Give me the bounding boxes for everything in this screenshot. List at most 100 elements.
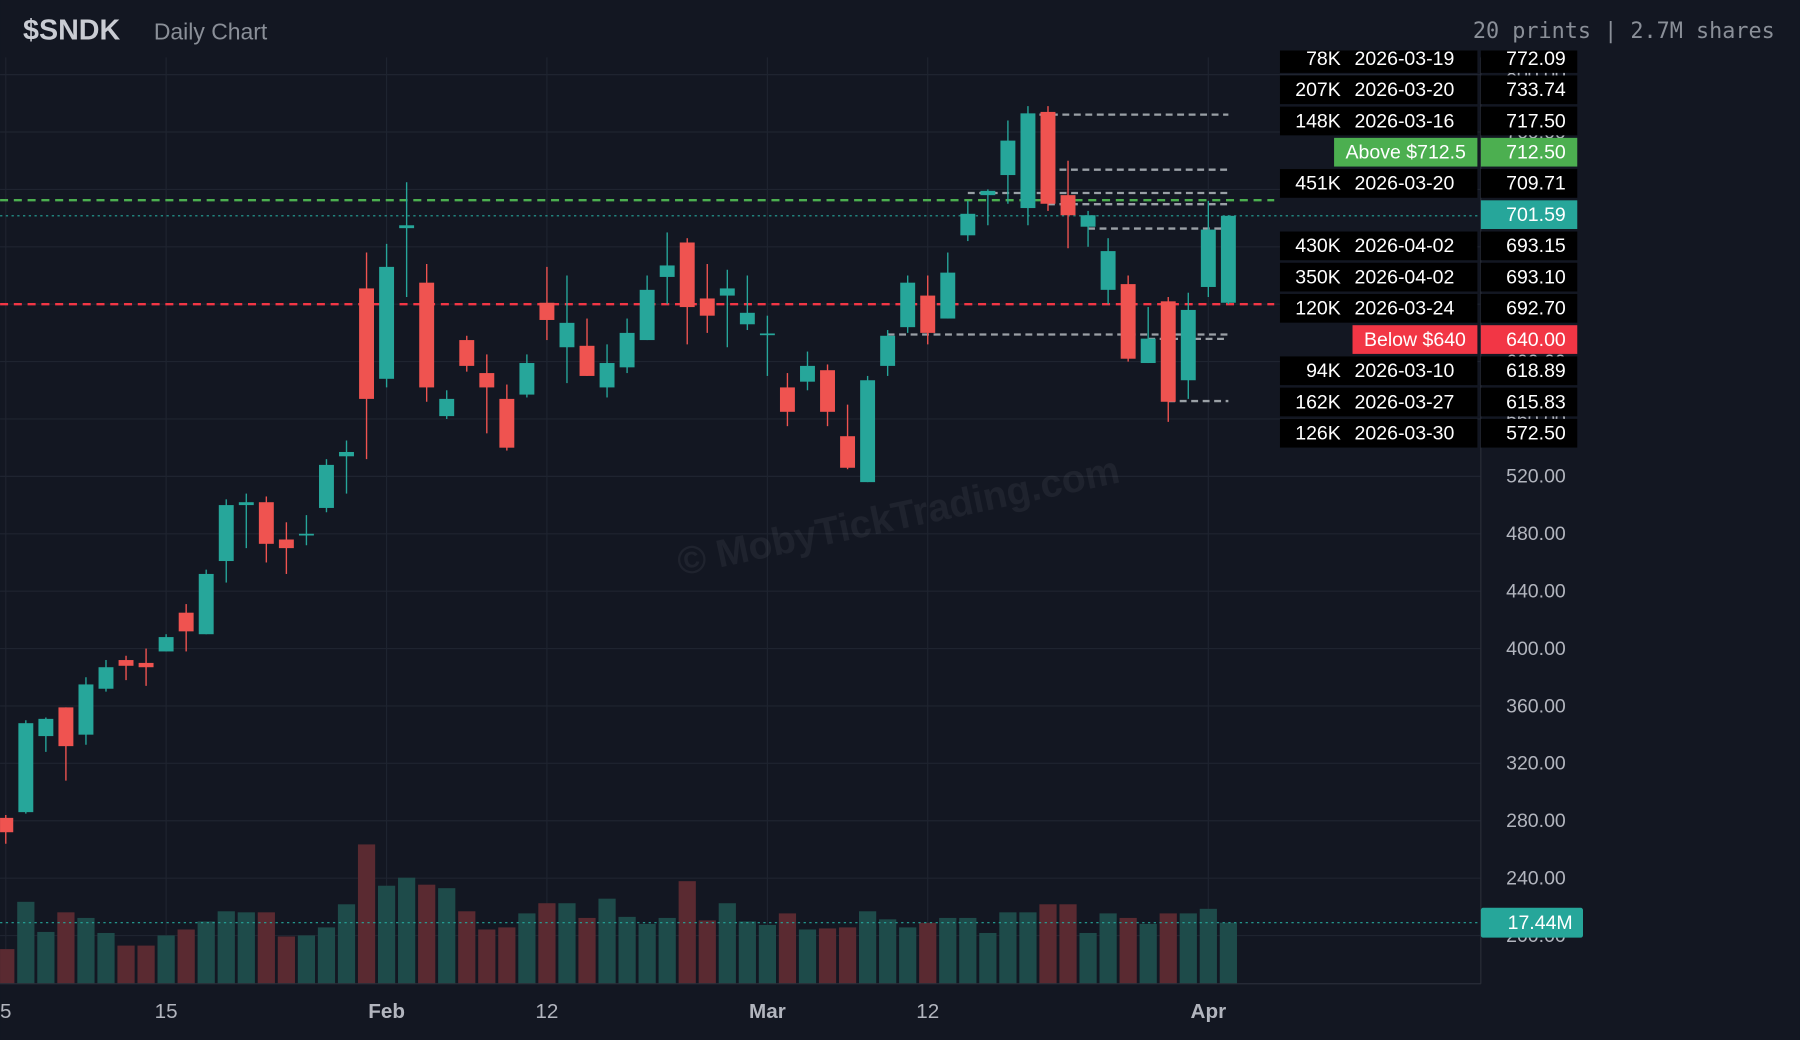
candle-body bbox=[499, 398, 515, 448]
volume-bar bbox=[277, 936, 295, 984]
print-date: 2026-03-19 bbox=[1355, 48, 1455, 70]
x-tick-label: 12 bbox=[535, 1000, 558, 1023]
candle-body bbox=[1060, 195, 1076, 216]
volume-bar bbox=[858, 911, 877, 984]
y-tick-label: 480.00 bbox=[1506, 523, 1566, 545]
print-size: 126K bbox=[1295, 423, 1341, 445]
candle-body bbox=[379, 266, 395, 379]
print-size: 162K bbox=[1295, 391, 1341, 413]
y-tick-label: 520.00 bbox=[1506, 466, 1566, 488]
volume-bar bbox=[137, 945, 155, 984]
print-row-box bbox=[1279, 106, 1478, 136]
volume-bar bbox=[899, 927, 917, 984]
volume-bar bbox=[698, 920, 716, 984]
candle-body bbox=[359, 288, 375, 399]
x-tick-label: Feb bbox=[368, 1000, 405, 1023]
x-tick-label: 12 bbox=[916, 1000, 939, 1023]
candle-body bbox=[519, 363, 535, 395]
print-price: 693.10 bbox=[1506, 266, 1566, 288]
volume-bar bbox=[498, 927, 516, 984]
candle-body bbox=[1080, 215, 1096, 227]
volume-bar bbox=[618, 916, 636, 984]
x-tick-label: 5 bbox=[0, 1000, 12, 1023]
candle-body bbox=[218, 505, 234, 562]
candle-body bbox=[759, 333, 775, 336]
candle-body bbox=[860, 380, 876, 483]
volume-bar bbox=[1099, 913, 1117, 984]
alert-label-box bbox=[1352, 325, 1478, 354]
candle-layer bbox=[0, 106, 1236, 844]
price-label-panel: 78K 2026-03-19 772.09 207K 2026-03-20 733.74 1… bbox=[1279, 48, 1578, 448]
candle-body bbox=[840, 436, 856, 468]
print-price-box bbox=[1480, 387, 1578, 417]
last-price-label: 701.59 bbox=[1506, 204, 1566, 226]
candle-body bbox=[900, 282, 916, 328]
volume-bar bbox=[1159, 913, 1177, 984]
volume-bar bbox=[718, 903, 736, 984]
candle-body bbox=[198, 573, 214, 635]
candle-body bbox=[0, 817, 14, 833]
print-price: 717.50 bbox=[1506, 110, 1566, 132]
print-size: 451K bbox=[1295, 173, 1341, 195]
print-price: 772.09 bbox=[1506, 48, 1566, 70]
x-tick-label: Mar bbox=[749, 1000, 786, 1023]
candle-body bbox=[599, 363, 615, 388]
candle-body bbox=[880, 335, 896, 366]
volume-bar bbox=[357, 844, 376, 984]
volume-bar bbox=[959, 917, 977, 984]
alert-label-box bbox=[1334, 137, 1478, 167]
volume-bar bbox=[398, 877, 416, 984]
volume-bar bbox=[217, 911, 235, 984]
volume-bar bbox=[999, 912, 1017, 984]
print-date: 2026-03-20 bbox=[1355, 173, 1455, 195]
print-row-box bbox=[1279, 50, 1478, 73]
candle-body bbox=[539, 302, 555, 320]
candle-body bbox=[1120, 284, 1136, 359]
volume-bar bbox=[919, 922, 937, 984]
print-row-box bbox=[1279, 262, 1478, 292]
volume-bar bbox=[17, 901, 35, 984]
volume-bar bbox=[478, 929, 496, 984]
y-tick-label: 320.00 bbox=[1506, 753, 1566, 775]
candle-body bbox=[1040, 111, 1056, 204]
candle-body bbox=[639, 289, 655, 341]
volume-bar bbox=[1139, 923, 1157, 984]
volume-bar bbox=[598, 898, 616, 984]
volume-bar bbox=[818, 928, 837, 984]
candle-body bbox=[739, 312, 755, 325]
print-date: 2026-03-10 bbox=[1355, 360, 1455, 382]
volume-bar bbox=[377, 885, 396, 984]
chart-subtitle: Daily Chart bbox=[154, 18, 268, 44]
candle-body bbox=[1000, 140, 1016, 176]
print-price-box bbox=[1480, 50, 1578, 73]
volume-bar bbox=[879, 919, 897, 984]
alert-price-box bbox=[1480, 137, 1578, 167]
candle-body bbox=[238, 502, 254, 506]
print-price-box bbox=[1480, 418, 1578, 448]
volume-bar bbox=[738, 921, 756, 984]
candle-body bbox=[158, 637, 174, 652]
candle-body bbox=[258, 502, 274, 544]
candle-body bbox=[18, 723, 34, 813]
print-price-box bbox=[1480, 262, 1578, 292]
volume-bar bbox=[778, 913, 797, 984]
candle-body bbox=[479, 373, 495, 388]
candle-body bbox=[659, 265, 675, 277]
print-price: 733.74 bbox=[1506, 79, 1566, 101]
volume-bar bbox=[438, 888, 456, 984]
volume-bar bbox=[1179, 913, 1197, 984]
volume-bar bbox=[97, 932, 115, 984]
candle-body bbox=[419, 282, 435, 388]
volume-bar bbox=[658, 917, 676, 984]
alert-label: Below $640 bbox=[1364, 329, 1466, 351]
x-tick-label: Apr bbox=[1191, 1000, 1227, 1023]
alert-label: Above $712.5 bbox=[1346, 142, 1467, 164]
print-date: 2026-03-27 bbox=[1355, 391, 1455, 413]
volume-bar bbox=[638, 923, 656, 984]
candle-body bbox=[399, 225, 415, 229]
y-tick-label: 360.00 bbox=[1506, 695, 1566, 717]
print-date: 2026-04-02 bbox=[1355, 266, 1455, 288]
volume-layer bbox=[0, 844, 1237, 984]
candle-body bbox=[58, 707, 74, 747]
